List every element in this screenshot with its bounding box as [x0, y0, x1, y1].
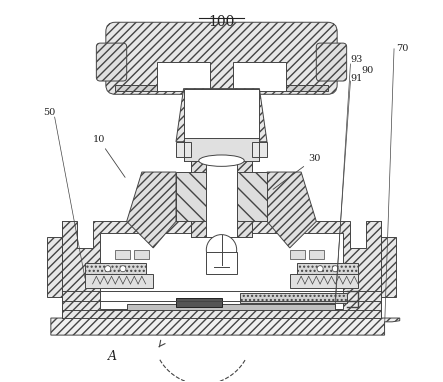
Bar	[233, 62, 286, 91]
Bar	[241, 293, 346, 303]
FancyBboxPatch shape	[316, 43, 346, 81]
Bar	[157, 62, 210, 91]
Polygon shape	[176, 89, 267, 142]
Text: 91: 91	[350, 74, 363, 83]
Bar	[127, 304, 335, 311]
Polygon shape	[183, 138, 260, 161]
Polygon shape	[127, 172, 176, 248]
Circle shape	[120, 266, 126, 272]
Bar	[252, 142, 267, 157]
Circle shape	[105, 266, 111, 272]
Polygon shape	[176, 172, 206, 221]
Text: 50: 50	[43, 108, 55, 117]
Polygon shape	[191, 146, 252, 236]
Bar	[206, 252, 237, 274]
Ellipse shape	[199, 155, 244, 166]
Text: A: A	[108, 350, 117, 363]
Text: 90: 90	[362, 66, 374, 75]
Text: 100: 100	[208, 15, 235, 29]
Polygon shape	[286, 85, 328, 91]
Polygon shape	[191, 146, 206, 236]
Circle shape	[332, 266, 338, 272]
Polygon shape	[47, 236, 62, 297]
Text: 93: 93	[350, 55, 363, 64]
Polygon shape	[85, 274, 153, 288]
Polygon shape	[297, 263, 358, 274]
Polygon shape	[51, 318, 400, 335]
Bar	[290, 250, 305, 259]
Bar	[183, 89, 260, 146]
Polygon shape	[267, 172, 316, 248]
Circle shape	[206, 235, 237, 265]
Polygon shape	[237, 172, 267, 221]
Polygon shape	[115, 85, 157, 91]
Polygon shape	[237, 146, 252, 236]
Bar	[176, 298, 222, 307]
Polygon shape	[62, 221, 381, 318]
Bar	[115, 250, 131, 259]
Polygon shape	[381, 236, 396, 297]
Text: 10: 10	[93, 135, 125, 177]
FancyBboxPatch shape	[106, 22, 337, 94]
Polygon shape	[85, 263, 146, 274]
Text: 70: 70	[396, 44, 408, 53]
Bar	[134, 250, 149, 259]
Polygon shape	[290, 274, 358, 288]
Circle shape	[317, 266, 323, 272]
Bar	[309, 250, 324, 259]
Text: 30: 30	[273, 154, 321, 189]
Bar	[100, 233, 343, 309]
Bar	[176, 142, 191, 157]
FancyBboxPatch shape	[97, 43, 127, 81]
